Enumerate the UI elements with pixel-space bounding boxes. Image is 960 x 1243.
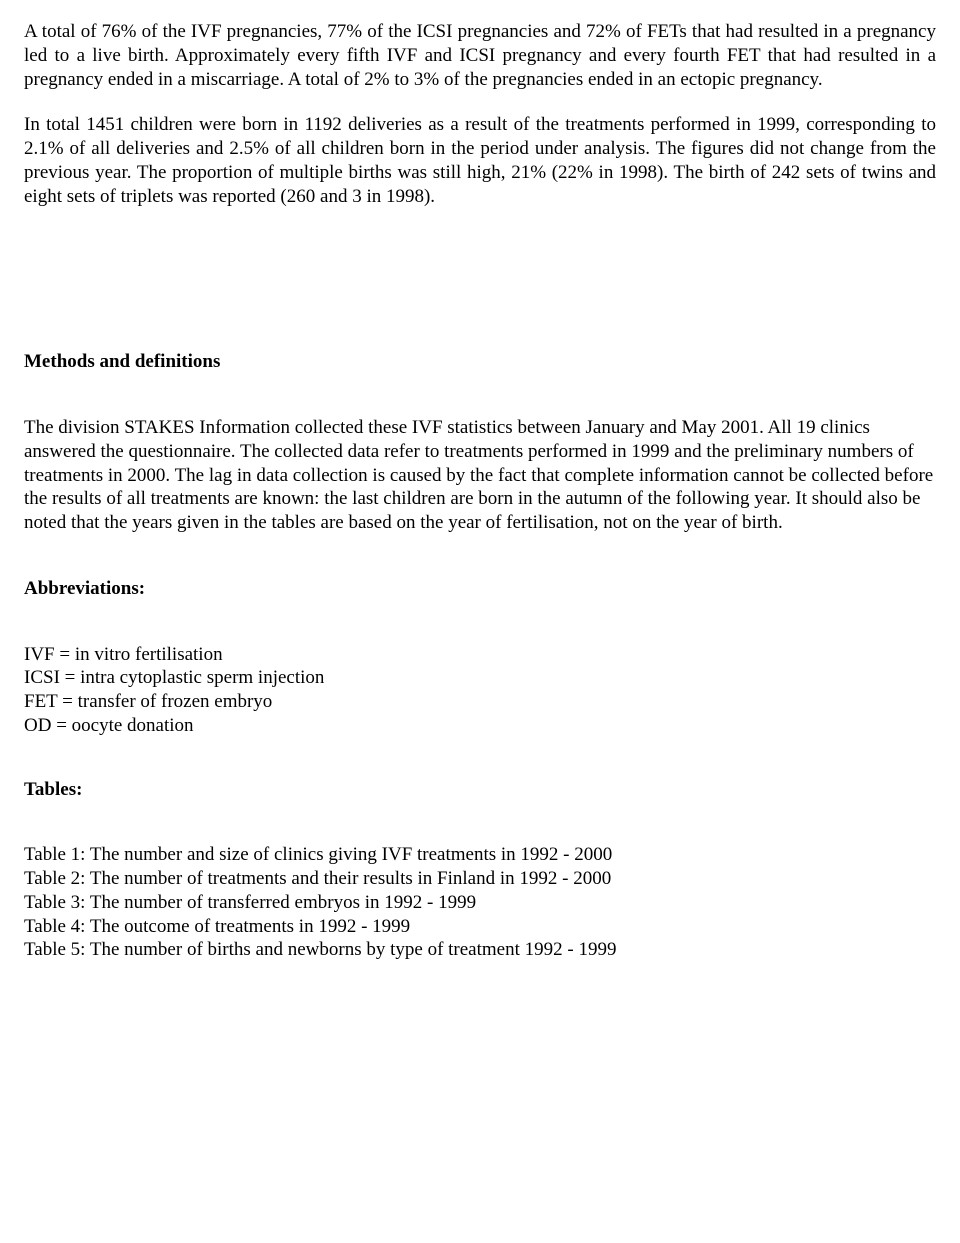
abbr-line: FET = transfer of frozen embryo xyxy=(24,690,936,714)
spacer xyxy=(24,623,936,643)
spacer xyxy=(24,557,936,577)
table-line: Table 2: The number of treatments and th… xyxy=(24,867,936,891)
abbr-line: ICSI = intra cytoplastic sperm injection xyxy=(24,666,936,690)
paragraph-outcomes: A total of 76% of the IVF pregnancies, 7… xyxy=(24,20,936,91)
tables-list: Table 1: The number and size of clinics … xyxy=(24,843,936,962)
paragraph-births: In total 1451 children were born in 1192… xyxy=(24,113,936,208)
spacer xyxy=(24,230,936,350)
heading-tables: Tables: xyxy=(24,778,936,802)
abbreviations-list: IVF = in vitro fertilisation ICSI = intr… xyxy=(24,643,936,738)
heading-methods: Methods and definitions xyxy=(24,350,936,374)
table-line: Table 5: The number of births and newbor… xyxy=(24,938,936,962)
spacer xyxy=(24,396,936,416)
table-line: Table 3: The number of transferred embry… xyxy=(24,891,936,915)
paragraph-methods-body: The division STAKES Information collecte… xyxy=(24,416,936,535)
table-line: Table 1: The number and size of clinics … xyxy=(24,843,936,867)
spacer xyxy=(24,823,936,843)
table-line: Table 4: The outcome of treatments in 19… xyxy=(24,915,936,939)
abbr-line: IVF = in vitro fertilisation xyxy=(24,643,936,667)
abbr-line: OD = oocyte donation xyxy=(24,714,936,738)
spacer xyxy=(24,738,936,778)
heading-abbreviations: Abbreviations: xyxy=(24,577,936,601)
